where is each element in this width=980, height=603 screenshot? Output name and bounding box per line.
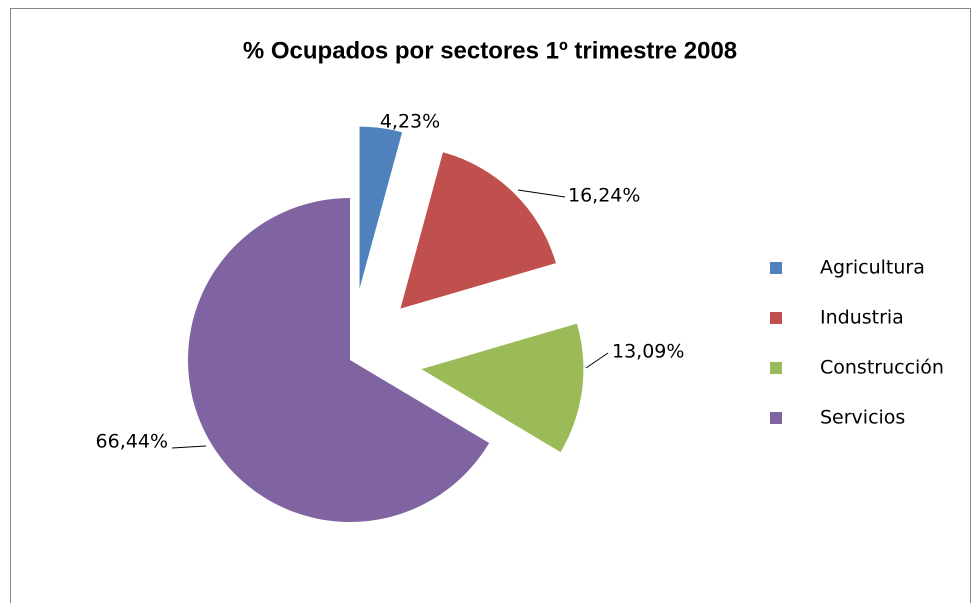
legend-swatch	[770, 262, 782, 274]
legend-label: Industria	[820, 307, 904, 329]
data-label: 13,09%	[612, 341, 684, 363]
legend-swatch	[770, 362, 782, 374]
pie-slice	[421, 323, 584, 453]
leader-line	[517, 189, 566, 198]
legend-swatch	[770, 312, 782, 324]
pie-slice	[359, 126, 403, 289]
legend-swatch	[770, 412, 782, 424]
chart-border	[10, 8, 971, 603]
data-label: 66,44%	[96, 431, 168, 453]
leader-line	[171, 445, 207, 449]
pie-slice	[188, 198, 490, 522]
data-label: 4,23%	[380, 111, 440, 133]
legend-label: Agricultura	[820, 257, 925, 279]
legend-label: Servicios	[820, 407, 905, 429]
chart-title: % Ocupados por sectores 1º trimestre 200…	[243, 37, 737, 64]
data-label: 16,24%	[568, 185, 640, 207]
pie-slice	[400, 152, 556, 309]
legend-label: Construcción	[820, 357, 944, 379]
leader-line	[585, 352, 609, 369]
